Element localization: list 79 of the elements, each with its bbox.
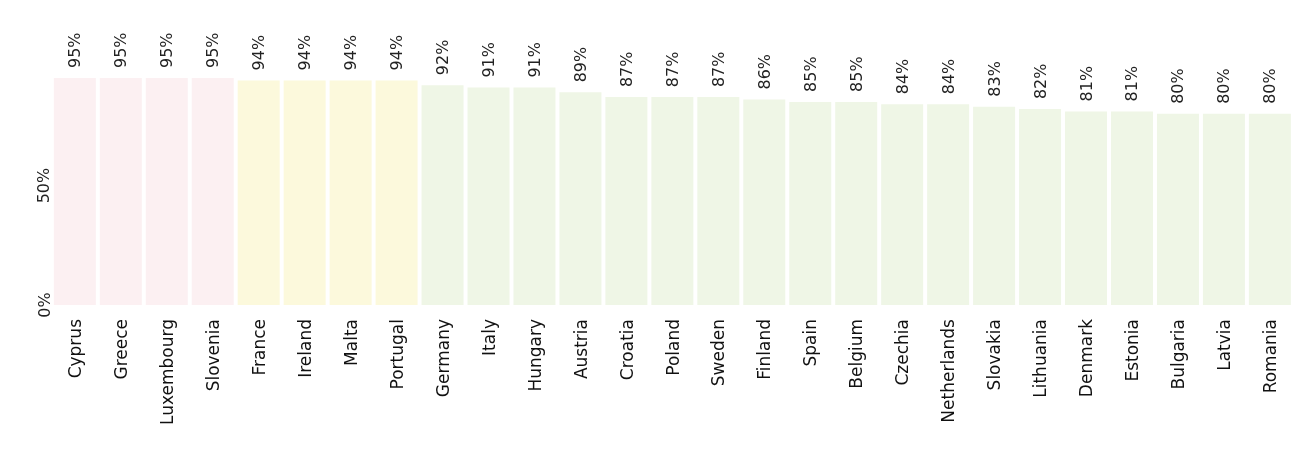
- bar: [1019, 109, 1062, 305]
- bar: [329, 80, 372, 305]
- bar: [881, 104, 924, 305]
- data-label: 80%: [1168, 68, 1188, 104]
- bar: [375, 80, 418, 305]
- bar: [1156, 113, 1199, 305]
- bar: [513, 87, 556, 305]
- bar: [421, 85, 464, 305]
- x-tick-label: Austria: [570, 319, 591, 380]
- x-tick-label: Lithuania: [1030, 319, 1051, 398]
- x-tick-label: Italy: [478, 319, 499, 356]
- data-label: 92%: [433, 39, 453, 76]
- x-tick-label: Luxembourg: [156, 319, 177, 425]
- bar: [927, 104, 970, 305]
- y-tick-label: 0%: [34, 292, 54, 318]
- bar: [697, 97, 740, 305]
- x-tick-label: Sweden: [708, 319, 729, 387]
- x-tick-label: Slovakia: [984, 319, 1005, 391]
- data-label: 80%: [1214, 68, 1234, 104]
- x-tick-label: Estonia: [1122, 319, 1143, 382]
- x-tick-label: Ireland: [294, 319, 315, 378]
- data-label: 91%: [524, 42, 544, 78]
- data-label: 87%: [662, 51, 682, 88]
- data-label: 84%: [892, 58, 912, 95]
- x-tick-label: Portugal: [386, 319, 407, 390]
- x-tick-label: Cyprus: [64, 318, 85, 379]
- data-label: 81%: [1076, 65, 1096, 102]
- data-label: 87%: [708, 51, 728, 88]
- data-label: 82%: [1030, 63, 1050, 100]
- bar: [605, 97, 648, 305]
- data-label: 85%: [800, 56, 820, 92]
- x-tick-label: Finland: [754, 319, 775, 380]
- data-label: 95%: [65, 32, 85, 68]
- data-label: 95%: [111, 32, 131, 68]
- bar: [283, 80, 326, 305]
- data-label: 94%: [249, 34, 269, 71]
- y-tick-label: 50%: [34, 167, 54, 204]
- x-tick-label: Germany: [432, 319, 453, 398]
- bar: [835, 101, 878, 305]
- x-tick-label: Bulgaria: [1168, 319, 1189, 390]
- x-tick-label: Romania: [1260, 319, 1281, 394]
- data-label: 83%: [984, 61, 1004, 97]
- data-label: 91%: [479, 42, 499, 78]
- data-label: 84%: [938, 58, 958, 95]
- bar: [651, 97, 694, 305]
- x-tick-label: Denmark: [1076, 318, 1097, 398]
- bar: [743, 99, 786, 305]
- x-tick-label: Slovenia: [202, 319, 223, 392]
- data-label: 94%: [387, 34, 407, 71]
- bar: [237, 80, 280, 305]
- data-label: 95%: [157, 32, 177, 68]
- data-label: 94%: [341, 34, 361, 71]
- x-tick-label: Malta: [340, 319, 361, 366]
- x-tick-label: Greece: [110, 319, 131, 380]
- data-label: 81%: [1122, 65, 1142, 102]
- data-label: 87%: [616, 51, 636, 88]
- x-tick-label: Belgium: [846, 319, 867, 389]
- bar: [789, 101, 832, 305]
- x-tick-label: Netherlands: [938, 318, 959, 423]
- bar: [1065, 111, 1108, 305]
- x-tick-label: Spain: [800, 319, 821, 367]
- bar: [973, 106, 1016, 305]
- bar: [559, 92, 602, 305]
- data-label: 95%: [203, 32, 223, 68]
- x-tick-label: France: [248, 319, 269, 376]
- x-tick-label: Czechia: [892, 319, 913, 386]
- data-label: 80%: [1260, 68, 1280, 104]
- x-tick-label: Croatia: [616, 319, 637, 381]
- bar: [467, 87, 510, 305]
- data-label: 94%: [295, 34, 315, 71]
- bar: [1202, 113, 1245, 305]
- bar: [1248, 113, 1291, 305]
- data-label: 89%: [570, 46, 590, 83]
- data-label: 85%: [846, 56, 866, 92]
- data-label: 86%: [754, 53, 774, 90]
- x-tick-label: Hungary: [524, 319, 545, 392]
- bar: [1110, 111, 1153, 305]
- x-tick-label: Poland: [662, 319, 683, 376]
- x-tick-label: Latvia: [1214, 319, 1235, 371]
